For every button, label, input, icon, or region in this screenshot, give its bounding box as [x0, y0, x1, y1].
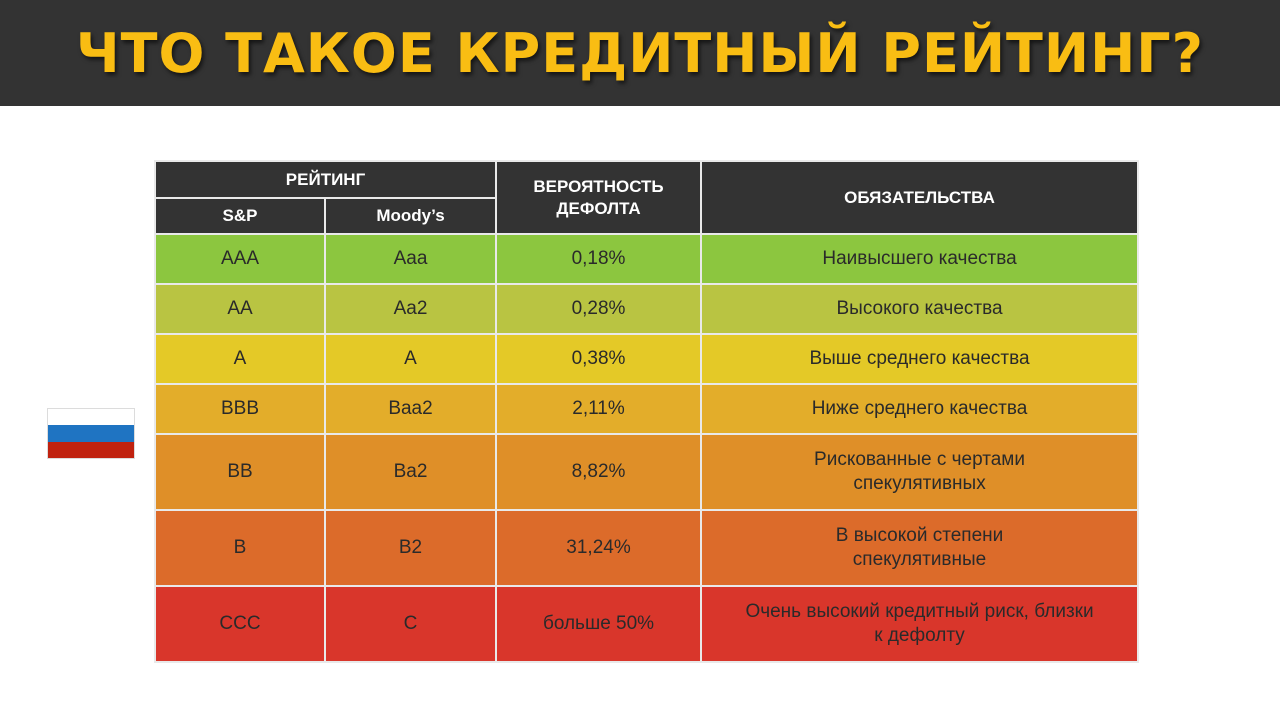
cell-sp: A	[156, 335, 324, 383]
table-row: CCC C больше 50% Очень высокий кредитный…	[156, 587, 1138, 661]
table-row: B B2 31,24% В высокой степени спекулятив…	[156, 511, 1138, 585]
cell-sp: CCC	[156, 587, 324, 661]
cell-obligations: Выше среднего качества	[702, 335, 1138, 383]
page-title: ЧТО ТАКОЕ КРЕДИТНЫЙ РЕЙТИНГ?	[75, 21, 1204, 85]
flag-stripe-red	[48, 441, 134, 458]
table-row: AAA Aaa 0,18% Наивысшего качества	[156, 235, 1138, 283]
cell-obligations-text: В высокой степени спекулятивные	[835, 525, 1004, 570]
header-probability: ВЕРОЯТНОСТЬ ДЕФОЛТА	[497, 162, 701, 233]
cell-obligations: Наивысшего качества	[702, 235, 1138, 283]
table-row: AA Aa2 0,28% Высокого качества	[156, 285, 1138, 333]
table-row: A A 0,38% Выше среднего качества	[156, 335, 1138, 383]
cell-obligations: Ниже среднего качества	[702, 385, 1138, 433]
cell-probability: 2,11%	[497, 385, 701, 433]
header-obligations: ОБЯЗАТЕЛЬСТВА	[702, 162, 1138, 233]
cell-obligations: Высокого качества	[702, 285, 1138, 333]
cell-probability: 8,82%	[497, 435, 701, 509]
cell-obligations: Очень высокий кредитный риск, близки к д…	[702, 587, 1138, 661]
cell-probability: 0,28%	[497, 285, 701, 333]
cell-moodys: Baa2	[326, 385, 496, 433]
cell-moodys: Aaa	[326, 235, 496, 283]
cell-obligations: В высокой степени спекулятивные	[702, 511, 1138, 585]
header-rating: РЕЙТИНГ	[156, 162, 496, 197]
flag-stripe-white	[48, 409, 134, 426]
cell-obligations: Рискованные с чертами спекулятивных	[702, 435, 1138, 509]
cell-probability: 0,38%	[497, 335, 701, 383]
table-row: BB Ba2 8,82% Рискованные с чертами спеку…	[156, 435, 1138, 509]
cell-moodys: A	[326, 335, 496, 383]
russian-flag-icon	[47, 408, 135, 459]
cell-moodys: Aa2	[326, 285, 496, 333]
cell-sp: AA	[156, 285, 324, 333]
flag-stripe-blue	[48, 425, 134, 442]
cell-sp: AAA	[156, 235, 324, 283]
cell-moodys: Ba2	[326, 435, 496, 509]
cell-moodys: C	[326, 587, 496, 661]
table-row: BBB Baa2 2,11% Ниже среднего качества	[156, 385, 1138, 433]
header-moodys: Moody’s	[326, 199, 496, 233]
title-bar: ЧТО ТАКОЕ КРЕДИТНЫЙ РЕЙТИНГ?	[0, 0, 1280, 106]
cell-obligations-text: Очень высокий кредитный риск, близки к д…	[745, 601, 1094, 646]
header-probability-label: ВЕРОЯТНОСТЬ ДЕФОЛТА	[533, 176, 664, 218]
cell-probability: больше 50%	[497, 587, 701, 661]
credit-rating-table: РЕЙТИНГ ВЕРОЯТНОСТЬ ДЕФОЛТА ОБЯЗАТЕЛЬСТВ…	[154, 160, 1140, 663]
cell-probability: 31,24%	[497, 511, 701, 585]
cell-moodys: B2	[326, 511, 496, 585]
cell-sp: BB	[156, 435, 324, 509]
cell-sp: BBB	[156, 385, 324, 433]
cell-obligations-text: Рискованные с чертами спекулятивных	[814, 449, 1025, 494]
cell-probability: 0,18%	[497, 235, 701, 283]
header-sp: S&P	[156, 199, 324, 233]
cell-sp: B	[156, 511, 324, 585]
